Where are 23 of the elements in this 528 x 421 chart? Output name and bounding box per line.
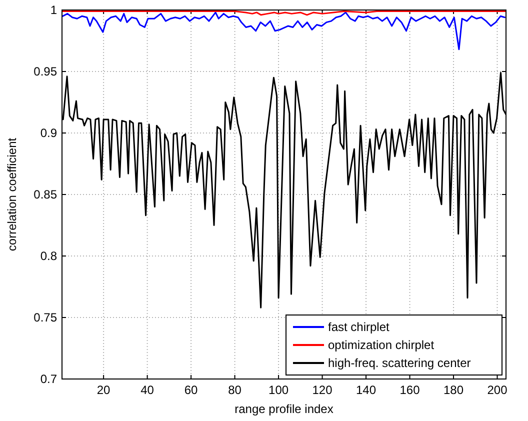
x-axis-title: range profile index xyxy=(234,402,334,416)
x-tick-label: 120 xyxy=(312,383,333,397)
x-tick-label: 20 xyxy=(96,383,111,397)
y-tick-label: 1 xyxy=(50,3,58,17)
y-tick-label: 0.7 xyxy=(40,372,58,386)
y-tick-label: 0.95 xyxy=(34,64,58,78)
y-tick-label: 0.9 xyxy=(40,126,58,140)
x-tick-label: 160 xyxy=(400,383,420,397)
legend-label: optimization chirplet xyxy=(328,338,435,352)
x-tick-label: 140 xyxy=(356,383,376,397)
y-axis-title: correlation coefficient xyxy=(5,137,19,252)
x-tick-label: 100 xyxy=(268,383,289,397)
y-tick-label: 0.85 xyxy=(34,188,58,202)
legend-label: fast chirplet xyxy=(328,320,390,334)
x-tick-label: 180 xyxy=(443,383,464,397)
y-tick-label: 0.75 xyxy=(34,310,58,324)
x-tick-label: 200 xyxy=(487,383,508,397)
x-tick-label: 80 xyxy=(228,383,242,397)
line-series xyxy=(62,12,506,50)
legend-label: high-freq. scattering center xyxy=(328,356,471,370)
x-tick-label: 60 xyxy=(184,383,198,397)
y-tick-label: 0.8 xyxy=(40,249,58,263)
x-tick-label: 40 xyxy=(140,383,154,397)
